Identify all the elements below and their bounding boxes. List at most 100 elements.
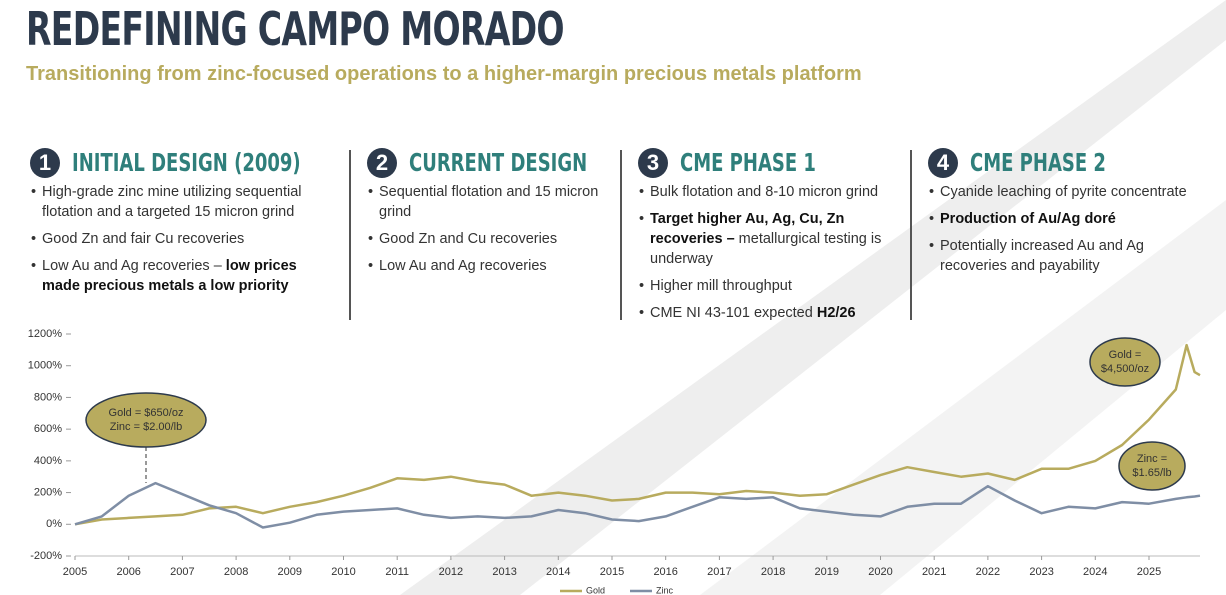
bullet-list: Cyanide leaching of pyrite concentrate Pr…: [928, 182, 1208, 276]
bullet-list: Sequential flotation and 15 micron grind…: [367, 182, 612, 276]
x-tick-label: 2008: [224, 566, 248, 578]
column-heading: CURRENT DESIGN: [409, 148, 588, 177]
step-number: 2: [367, 148, 397, 178]
annotation-bubble: [85, 392, 207, 448]
bullet-text: Low Au and Ag recoveries: [379, 258, 547, 274]
x-tick-label: 2006: [116, 566, 140, 578]
y-tick-label: 1000%: [28, 360, 62, 372]
annotation-text: Gold = $650/oz: [109, 407, 184, 419]
column-heading: CME PHASE 2: [970, 148, 1106, 177]
column: 1 INITIAL DESIGN (2009) High-grade zinc mi…: [30, 146, 330, 303]
bullet-text: Good Zn and Cu recoveries: [379, 231, 558, 247]
x-tick-label: 2010: [331, 566, 355, 578]
bullet-text: metallurgical testing is underway: [650, 231, 882, 267]
bullet-text: Good Zn and fair Cu recoveries: [42, 231, 245, 247]
x-tick-label: 2024: [1083, 566, 1107, 578]
annotation-text: $1.65/lb: [1132, 467, 1171, 479]
x-tick-label: 2012: [439, 566, 463, 578]
bullet-text: CME NI 43-101 expected: [650, 305, 817, 321]
bullet: Higher mill throughput: [639, 276, 900, 296]
y-tick-label: 200%: [34, 486, 62, 498]
bullet-list: High-grade zinc mine utilizing sequentia…: [30, 182, 330, 296]
column: 3 CME PHASE 1 Bulk flotation and 8-10 micr…: [638, 146, 900, 330]
x-tick-label: 2011: [385, 566, 409, 578]
annotation-bubble: [1118, 441, 1186, 491]
bullet: Bulk flotation and 8-10 micron grind: [639, 182, 900, 202]
bullet: High-grade zinc mine utilizing sequentia…: [31, 182, 330, 222]
x-tick-label: 2020: [868, 566, 892, 578]
x-tick-label: 2022: [976, 566, 1000, 578]
bullet-text: Cyanide leaching of pyrite concentrate: [940, 184, 1187, 200]
column-header: 4 CME PHASE 2: [928, 146, 1208, 180]
subtitle: Transitioning from zinc-focused operatio…: [26, 63, 862, 85]
step-number: 4: [928, 148, 958, 178]
x-tick-label: 2019: [815, 566, 839, 578]
annotation-text: Gold =: [1109, 349, 1142, 361]
series-line: [74, 481, 1201, 529]
bullet: Potentially increased Au and Ag recoveri…: [929, 236, 1208, 276]
background-band: [700, 200, 1226, 595]
step-number: 3: [638, 148, 668, 178]
bullet: Cyanide leaching of pyrite concentrate: [929, 182, 1208, 202]
column: 4 CME PHASE 2 Cyanide leaching of pyrite c…: [928, 146, 1208, 283]
column-heading: INITIAL DESIGN (2009): [72, 148, 301, 177]
y-tick-label: 0%: [46, 518, 62, 530]
bullet: Production of Au/Ag doré: [929, 209, 1208, 229]
bullet-text: Potentially increased Au and Ag recoveri…: [940, 238, 1144, 274]
legend-label: Gold: [586, 585, 605, 595]
x-tick-label: 2017: [707, 566, 731, 578]
bullet: CME NI 43-101 expected H2/26: [639, 303, 900, 323]
series-line: [74, 343, 1201, 526]
y-tick-label: 400%: [34, 455, 62, 467]
bullet-text: Production of Au/Ag doré: [940, 211, 1116, 227]
bullet-text: Sequential flotation and 15 micron grind: [379, 184, 599, 220]
bullet: Low Au and Ag recoveries – low prices ma…: [31, 256, 330, 296]
bullet: Good Zn and Cu recoveries: [368, 229, 612, 249]
column: 2 CURRENT DESIGN Sequential flotation and …: [367, 146, 612, 283]
x-tick-label: 2021: [922, 566, 946, 578]
column-header: 1 INITIAL DESIGN (2009): [30, 146, 330, 180]
column-header: 3 CME PHASE 1: [638, 146, 900, 180]
divider: [620, 150, 622, 320]
y-tick-label: 600%: [34, 423, 62, 435]
column-header: 2 CURRENT DESIGN: [367, 146, 612, 180]
bullet-text: H2/26: [816, 305, 856, 321]
x-tick-label: 2016: [653, 566, 677, 578]
bullet: Sequential flotation and 15 micron grind: [368, 182, 612, 222]
bullet-text: Target higher Au, Ag, Cu, Zn recoveries …: [650, 211, 845, 247]
legend-label: Zinc: [656, 585, 674, 595]
annotation-text: Zinc =: [1137, 453, 1167, 465]
bullet: Low Au and Ag recoveries: [368, 256, 612, 276]
x-tick-label: 2005: [63, 566, 87, 578]
step-number: 1: [30, 148, 60, 178]
x-tick-label: 2009: [278, 566, 302, 578]
divider: [910, 150, 912, 320]
bullet: Good Zn and fair Cu recoveries: [31, 229, 330, 249]
x-tick-label: 2013: [492, 566, 516, 578]
y-tick-label: -200%: [30, 550, 62, 562]
bullet-text: High-grade zinc mine utilizing sequentia…: [42, 184, 302, 220]
x-tick-label: 2015: [600, 566, 624, 578]
bullet-list: Bulk flotation and 8-10 micron grind Targ…: [638, 182, 900, 323]
x-tick-label: 2014: [546, 566, 570, 578]
y-tick-label: 1200%: [28, 328, 62, 340]
annotation-text: Zinc = $2.00/lb: [110, 421, 182, 433]
bullet-text: Low Au and Ag recoveries –: [42, 258, 226, 274]
bullet-text: Higher mill throughput: [650, 278, 792, 294]
background-band: [400, 0, 1226, 595]
bullet-text: Bulk flotation and 8-10 micron grind: [650, 184, 879, 200]
divider: [349, 150, 351, 320]
column-heading: CME PHASE 1: [680, 148, 816, 177]
title: REDEFINING CAMPO MORADO: [26, 2, 565, 56]
x-tick-label: 2007: [170, 566, 194, 578]
annotation-bubble: [1089, 337, 1161, 387]
x-tick-label: 2023: [1029, 566, 1053, 578]
x-tick-label: 2025: [1137, 566, 1161, 578]
annotation-text: $4,500/oz: [1101, 363, 1149, 375]
bullet: Target higher Au, Ag, Cu, Zn recoveries …: [639, 209, 900, 269]
bullet-text: low prices made precious metals a low pr…: [42, 258, 297, 294]
y-tick-label: 800%: [34, 391, 62, 403]
